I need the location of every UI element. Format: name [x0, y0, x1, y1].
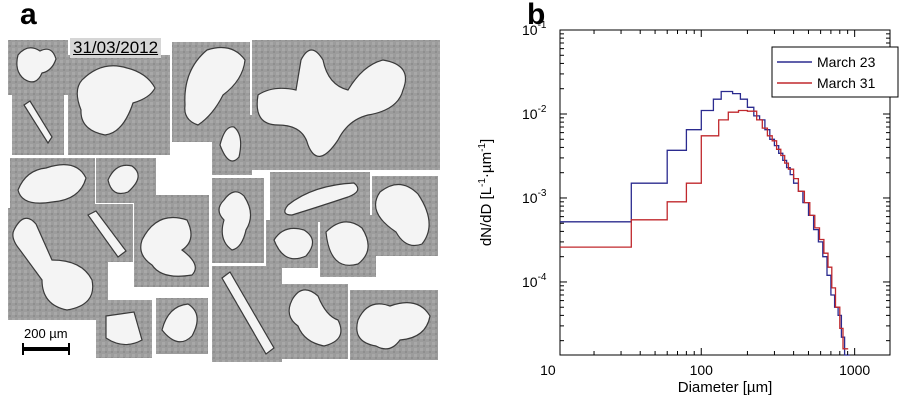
- panel-b-letter: b: [527, 0, 546, 31]
- x-tick-label: 100: [690, 362, 714, 378]
- y-axis-title-base: dN/dD [L: [478, 187, 495, 246]
- legend-label-march-23: March 23: [817, 54, 876, 70]
- y-tick-label: 10-4: [522, 272, 547, 290]
- y-axis-title: dN/dD [L-1·µm-1]: [477, 139, 495, 246]
- series-line-march-23: [560, 90, 850, 356]
- date-label: 31/03/2012: [70, 38, 162, 58]
- y-axis-title-exp2: -1: [477, 143, 488, 152]
- series-layer: [560, 90, 850, 356]
- scale-bar-label: 200 µm: [24, 326, 68, 341]
- y-tick-label: 10-3: [522, 188, 547, 206]
- x-axis-title: Diameter [µm]: [678, 379, 773, 396]
- tick-layer: 10 100 1000 10-4 10-3 10-2 10-1: [522, 20, 890, 378]
- legend: March 23 March 31: [771, 46, 899, 98]
- legend-box: [771, 46, 899, 98]
- x-tick-label: 1000: [839, 362, 870, 378]
- series-line-march-31: [560, 109, 849, 350]
- x-tick-label: 10: [540, 362, 556, 378]
- scale-bar: [22, 343, 70, 355]
- plot-frame: [559, 29, 891, 356]
- y-axis-title-end: ]: [478, 139, 495, 143]
- y-axis-title-exp1: -1: [477, 178, 488, 187]
- particle-image-montage: [8, 40, 440, 362]
- y-axis-title-mid: ·µm: [478, 152, 495, 178]
- particle-shapes: [12, 47, 431, 355]
- panel-a-letter: a: [20, 0, 37, 31]
- y-tick-label: 10-2: [522, 104, 547, 122]
- y-tick-label: 10-1: [522, 20, 547, 38]
- legend-label-march-31: March 31: [817, 75, 876, 91]
